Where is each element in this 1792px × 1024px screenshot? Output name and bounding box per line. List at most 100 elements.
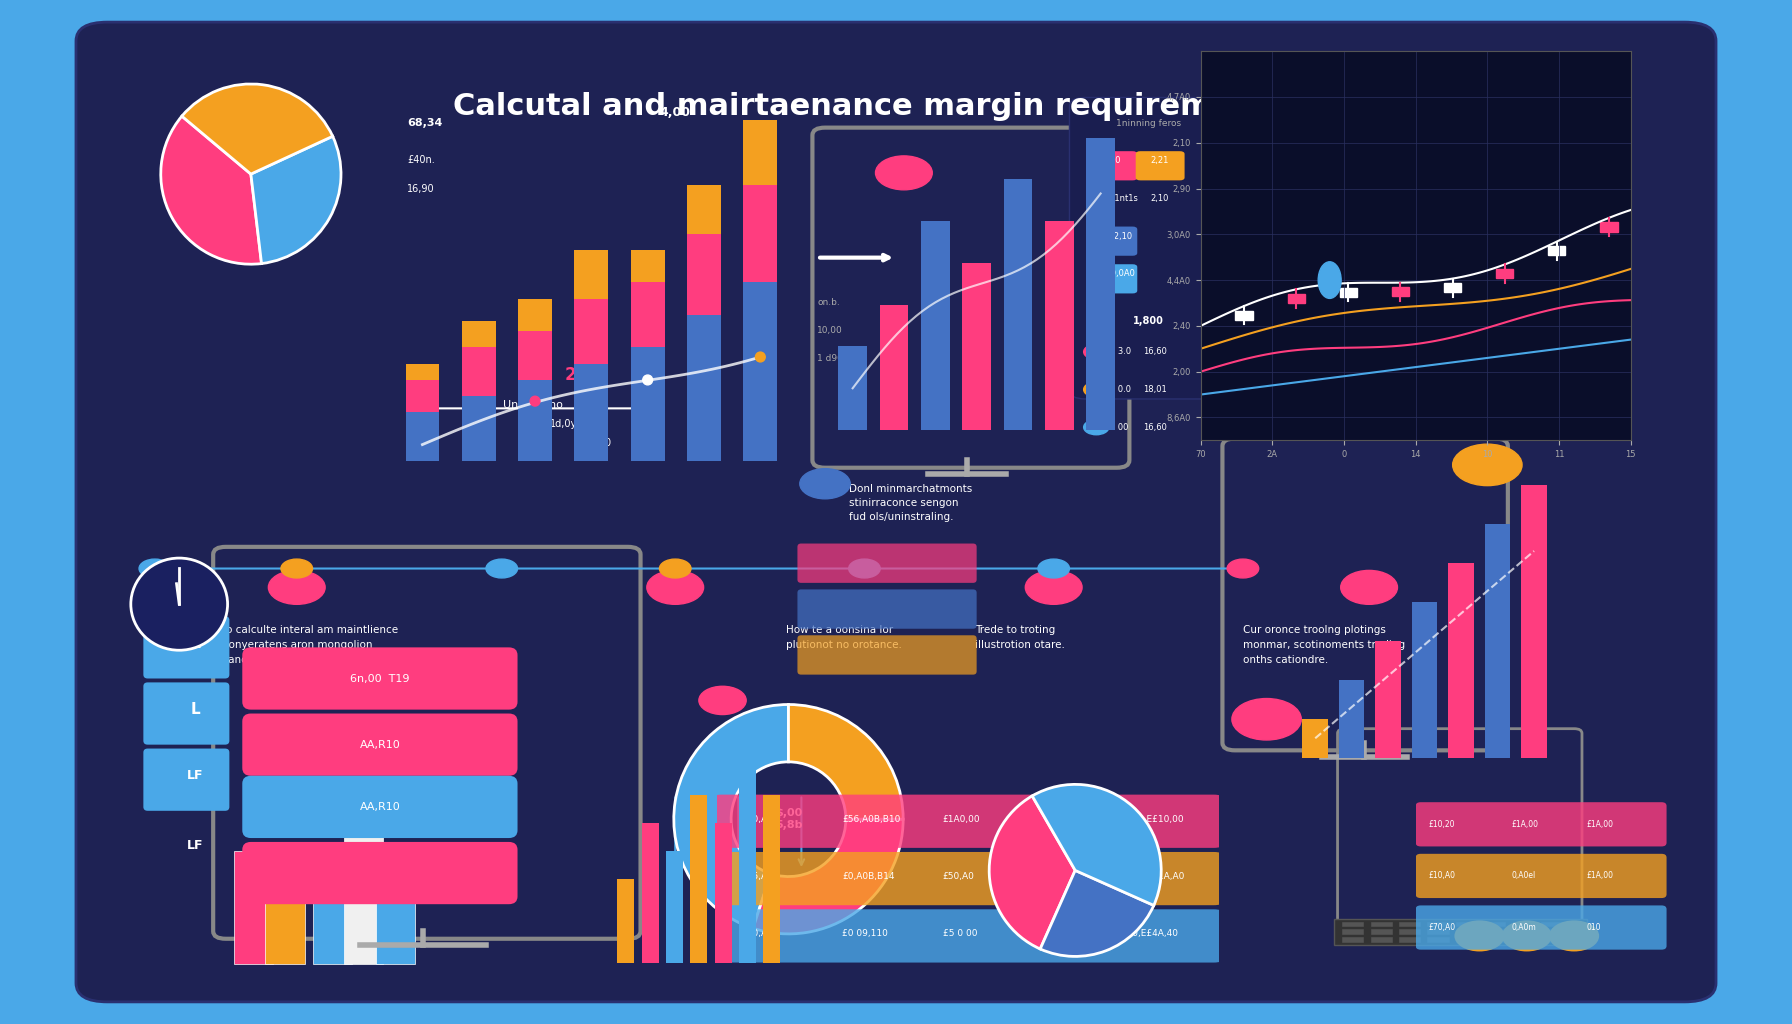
Text: 1: 1 (292, 581, 301, 594)
Bar (518, 331, 552, 380)
Text: 16,60: 16,60 (1143, 423, 1167, 432)
FancyBboxPatch shape (1416, 854, 1667, 898)
Text: Do calculte interal am maintlience
eronyeratens aron mongolion
manoully uer olis: Do calculte interal am maintlience erony… (219, 625, 416, 665)
Bar (686, 315, 720, 461)
Text: 4: 4 (1366, 581, 1373, 594)
Bar (1045, 221, 1073, 430)
Bar (686, 185, 720, 233)
Text: 1: 1 (253, 232, 262, 246)
Text: 68,34: 68,34 (407, 118, 443, 128)
Bar (405, 364, 439, 380)
Bar (1288, 294, 1305, 303)
Text: £1A,00: £1A,00 (1586, 871, 1613, 881)
Text: 16,60: 16,60 (1143, 347, 1167, 356)
Text: 0,A0m: 0,A0m (1511, 923, 1536, 932)
Bar (462, 347, 496, 396)
Bar (1335, 919, 1586, 945)
Bar (962, 263, 991, 430)
Text: 4,00: 4,00 (659, 106, 690, 120)
Text: £0,A0B,B14: £0,A0B,B14 (842, 872, 894, 881)
Bar (233, 851, 272, 965)
Text: £1A,00: £1A,00 (1586, 820, 1613, 828)
Circle shape (486, 559, 518, 578)
Wedge shape (1039, 870, 1154, 956)
Circle shape (1550, 922, 1598, 950)
Text: AA,R10: AA,R10 (360, 802, 400, 812)
Bar (1512, 937, 1534, 942)
Text: 16,90: 16,90 (407, 183, 435, 194)
Circle shape (1231, 698, 1301, 740)
Text: 2,21: 2,21 (1150, 157, 1168, 166)
Bar (1400, 922, 1421, 928)
Text: 2: 2 (670, 581, 679, 594)
Bar (1412, 602, 1437, 758)
Text: £15,A01: £15,A01 (742, 872, 780, 881)
Text: £56,A0B,B10: £56,A0B,B10 (842, 815, 901, 823)
Text: 0: 0 (900, 166, 909, 180)
Wedge shape (161, 116, 262, 264)
Text: 18,01: 18,01 (1143, 385, 1167, 394)
Text: 6,3)  D1nt1s: 6,3) D1nt1s (1086, 195, 1138, 203)
Text: £1,0,E£4A,40: £1,0,E£4A,40 (1118, 930, 1177, 938)
Bar (1448, 563, 1473, 758)
Text: 1 O90: 1 O90 (582, 438, 611, 449)
Circle shape (1228, 559, 1258, 578)
Text: 0.09: 0.09 (1029, 930, 1048, 938)
FancyBboxPatch shape (1088, 226, 1138, 256)
Bar (631, 347, 665, 461)
FancyBboxPatch shape (711, 909, 1224, 963)
Bar (1521, 484, 1546, 758)
FancyBboxPatch shape (143, 749, 229, 811)
FancyBboxPatch shape (242, 842, 518, 904)
Text: £51,0,E£1A,A0: £51,0,E£1A,A0 (1118, 872, 1185, 881)
Text: £5 0 00: £5 0 00 (943, 930, 977, 938)
Bar (265, 889, 305, 965)
Text: 1 d90: 1 d90 (817, 354, 842, 364)
Bar (1428, 922, 1450, 928)
Bar (312, 870, 351, 965)
Bar (744, 185, 778, 283)
Bar (1371, 937, 1392, 942)
Circle shape (1084, 382, 1109, 397)
Wedge shape (788, 705, 903, 819)
Bar (1455, 930, 1478, 935)
FancyBboxPatch shape (797, 544, 977, 583)
Bar (344, 833, 383, 965)
Bar (1339, 680, 1364, 758)
Circle shape (699, 686, 745, 715)
Bar (1400, 930, 1421, 935)
FancyBboxPatch shape (242, 714, 518, 776)
Circle shape (659, 559, 692, 578)
Circle shape (1319, 262, 1340, 298)
Bar (1371, 922, 1392, 928)
Bar (1392, 287, 1409, 296)
Text: 6,90: 6,90 (1102, 157, 1122, 166)
FancyBboxPatch shape (143, 682, 229, 744)
Text: How te a oonsina lor
plutionot no orotance.: How te a oonsina lor plutionot no orotan… (785, 625, 901, 650)
Bar (1303, 719, 1328, 758)
Bar (405, 380, 439, 412)
Text: L£ 5: L£ 5 (1075, 844, 1095, 853)
Bar (631, 283, 665, 347)
Text: £10,AO1: £10,AO1 (742, 815, 781, 823)
Circle shape (1503, 922, 1550, 950)
Bar (921, 221, 950, 430)
FancyBboxPatch shape (1088, 264, 1138, 294)
FancyBboxPatch shape (143, 616, 229, 679)
Text: 0,A0el: 0,A0el (1511, 871, 1536, 881)
Text: £70,A0: £70,A0 (1428, 923, 1455, 932)
Wedge shape (1032, 784, 1161, 905)
Bar (1600, 222, 1618, 231)
Point (745, 349, 774, 366)
Text: AA,R10: AA,R10 (360, 739, 400, 750)
Bar (1484, 937, 1507, 942)
Text: 2: 2 (821, 477, 830, 490)
Text: LF: LF (186, 840, 202, 852)
Text: LF: LF (186, 769, 202, 782)
Text: Calcutal and mairtaenance margin requiremaments: Calcutal and mairtaenance margin require… (453, 92, 1339, 122)
FancyBboxPatch shape (1088, 152, 1138, 180)
Bar (1004, 179, 1032, 430)
Text: on.b.: on.b. (817, 298, 840, 307)
Text: 6,0)  0,0A0: 6,0) 0,0A0 (1090, 269, 1134, 279)
Bar (1371, 930, 1392, 935)
